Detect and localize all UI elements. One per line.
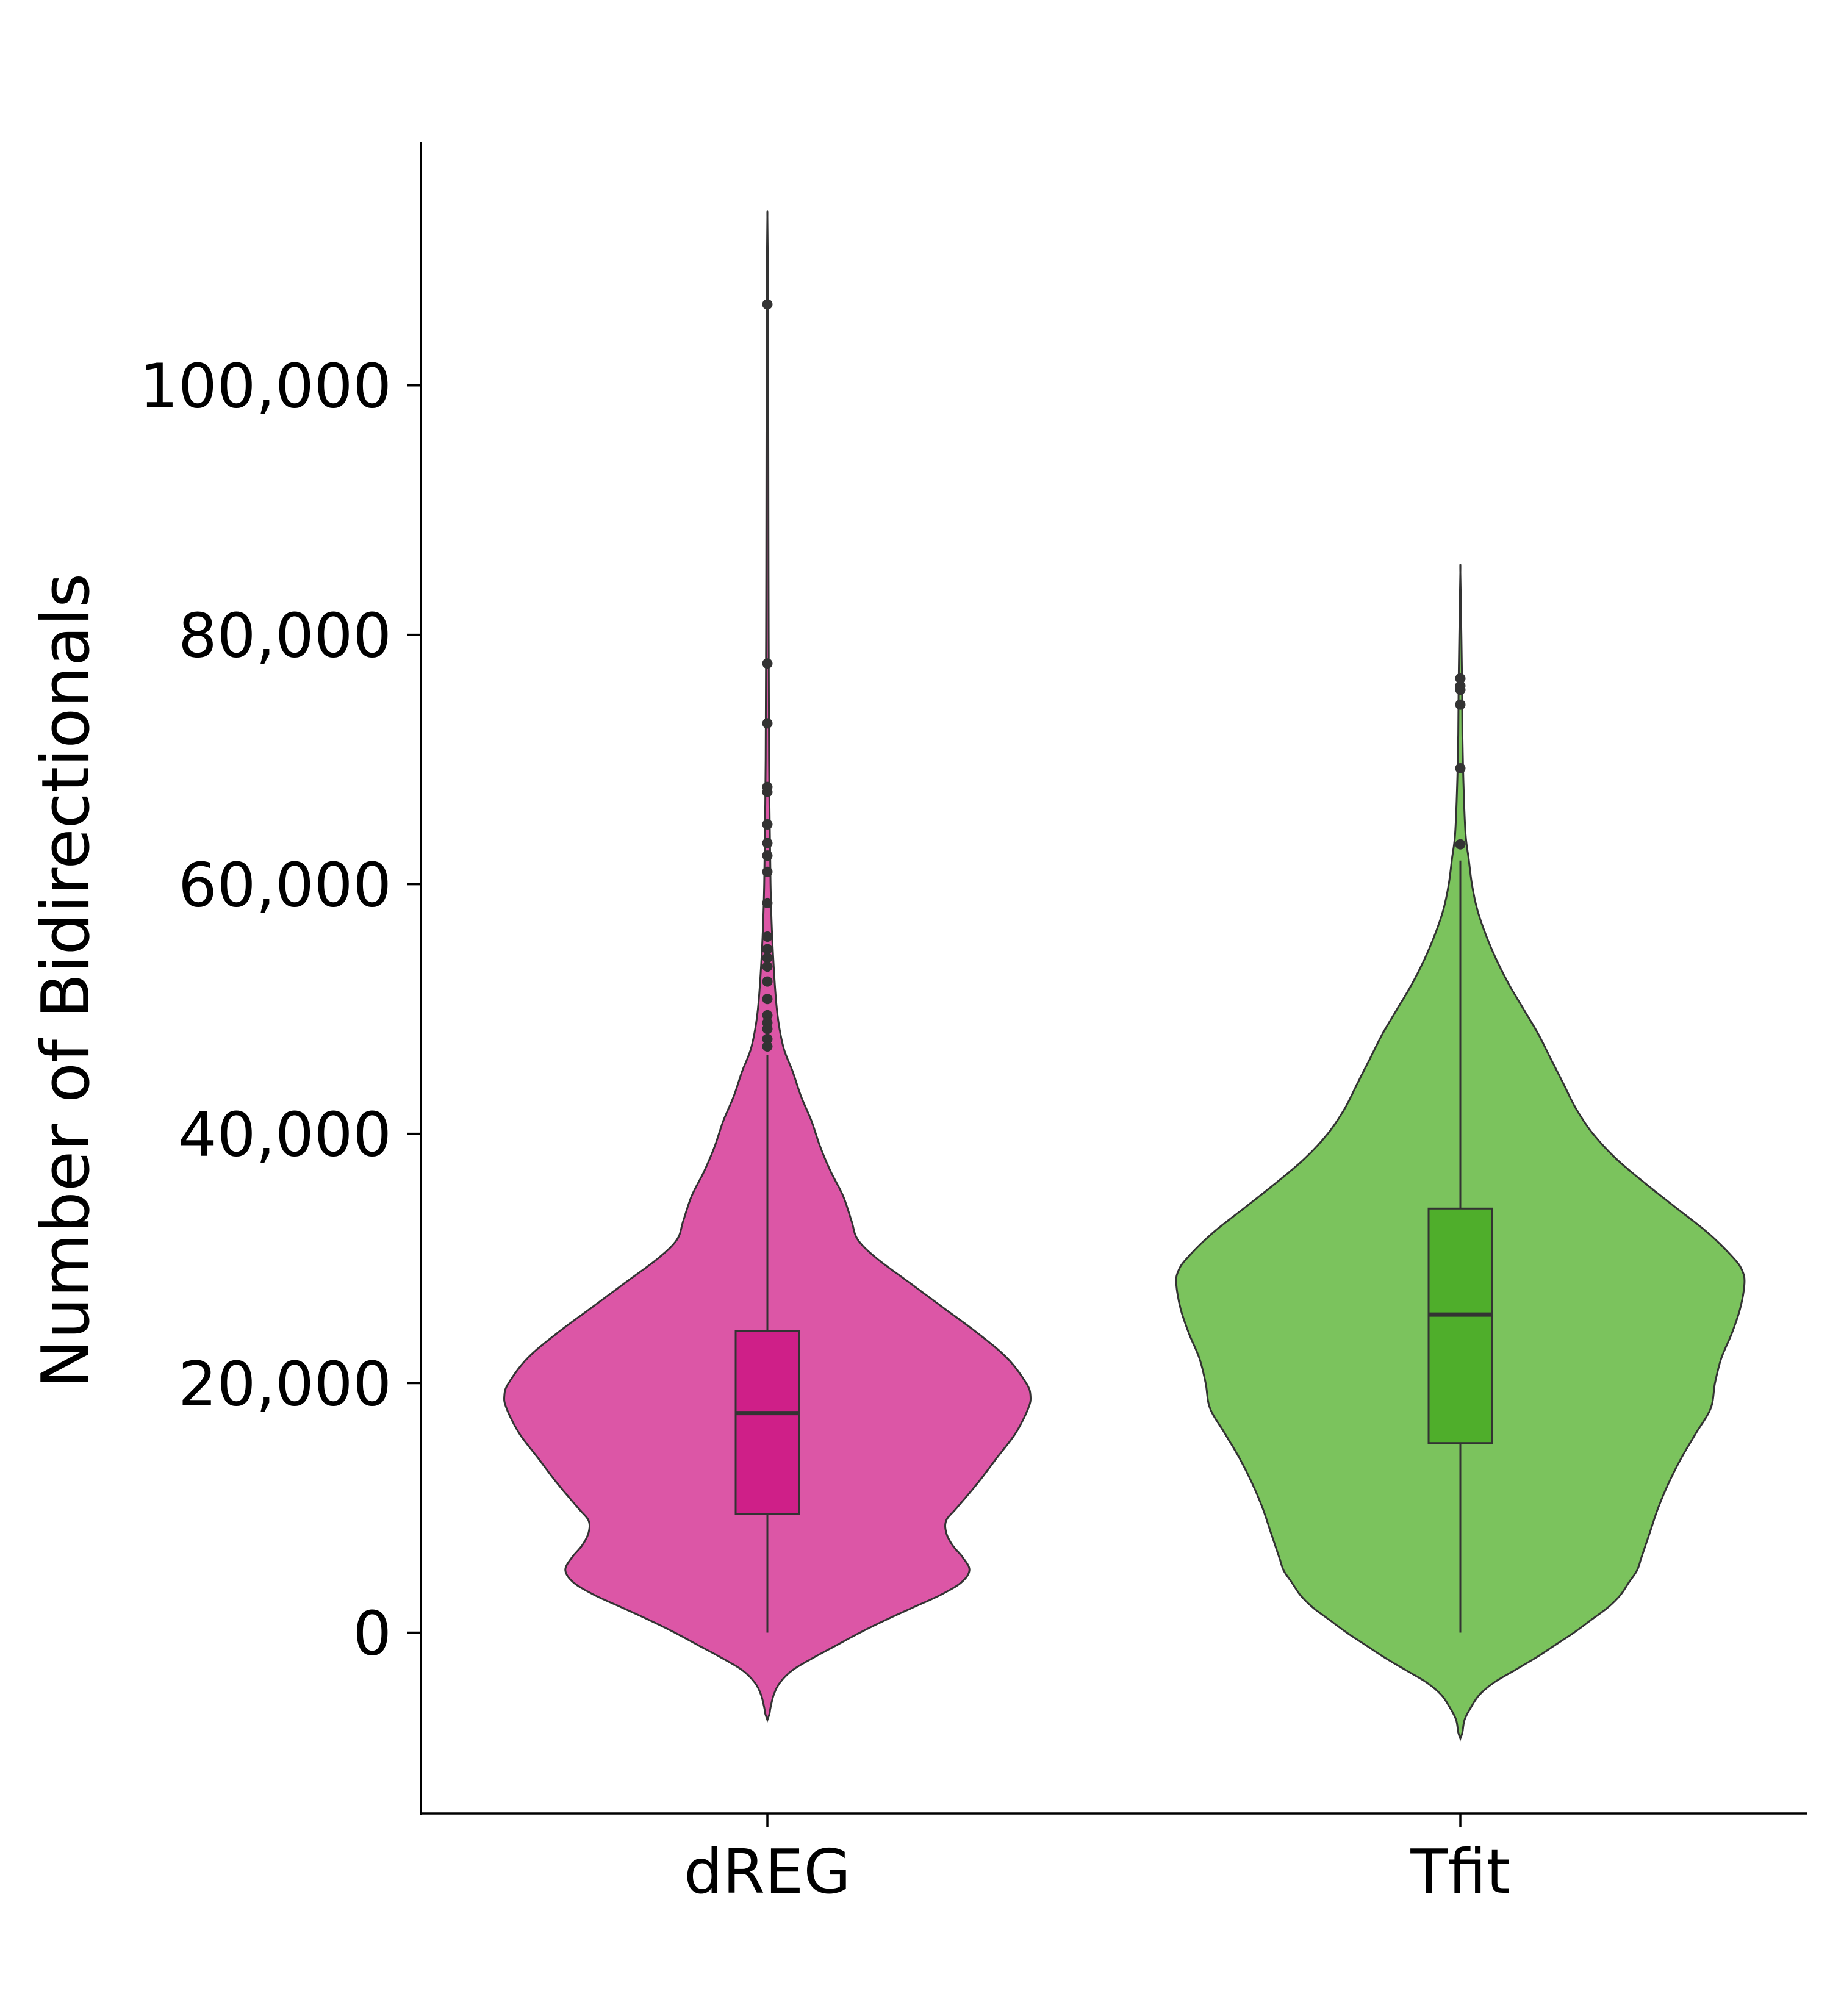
x-tick-label: dREG xyxy=(684,1836,851,1907)
outlier-point xyxy=(762,1024,773,1035)
violin-dREG xyxy=(503,210,1032,1723)
y-tick-label: 60,000 xyxy=(178,850,392,921)
outlier-point xyxy=(762,897,773,908)
outlier-point xyxy=(762,961,773,972)
outlier-point xyxy=(1455,673,1466,684)
y-tick-label: 40,000 xyxy=(178,1099,392,1171)
violins-group xyxy=(503,210,1746,1742)
outlier-point xyxy=(762,1041,773,1052)
outlier-point xyxy=(762,976,773,987)
iqr-box xyxy=(1427,1207,1493,1444)
outlier-point xyxy=(1455,762,1466,773)
outlier-point xyxy=(762,1010,773,1021)
outlier-point xyxy=(1455,699,1466,710)
violin-Tfit xyxy=(1175,564,1746,1742)
y-tick-label: 20,000 xyxy=(178,1349,392,1420)
y-tick-label: 80,000 xyxy=(178,600,392,672)
outlier-point xyxy=(762,786,773,797)
outlier-point xyxy=(762,658,773,669)
outlier-point xyxy=(762,866,773,877)
outlier-point xyxy=(762,931,773,942)
x-ticks-group: dREG Tfit xyxy=(684,1813,1510,1907)
outlier-point xyxy=(762,838,773,848)
outlier-point xyxy=(762,718,773,729)
y-tick-label: 100,000 xyxy=(139,351,392,422)
y-axis-title: Number of Bidirectionals xyxy=(28,573,104,1388)
iqr-box xyxy=(734,1330,800,1515)
outlier-point xyxy=(1455,839,1466,850)
axes-group xyxy=(420,142,1807,1815)
outlier-point xyxy=(762,952,773,963)
outlier-point xyxy=(762,819,773,830)
y-tick-label: 0 xyxy=(353,1598,392,1670)
x-tick-label: Tfit xyxy=(1410,1836,1510,1907)
outlier-point xyxy=(762,1033,773,1044)
y-ticks-group: 0 20,000 40,000 60,000 80,000 100,000 xyxy=(139,351,421,1670)
outlier-point xyxy=(762,850,773,861)
outlier-point xyxy=(762,994,773,1005)
outlier-point xyxy=(762,944,773,955)
outlier-point xyxy=(762,299,773,310)
outlier-point xyxy=(1455,684,1466,695)
